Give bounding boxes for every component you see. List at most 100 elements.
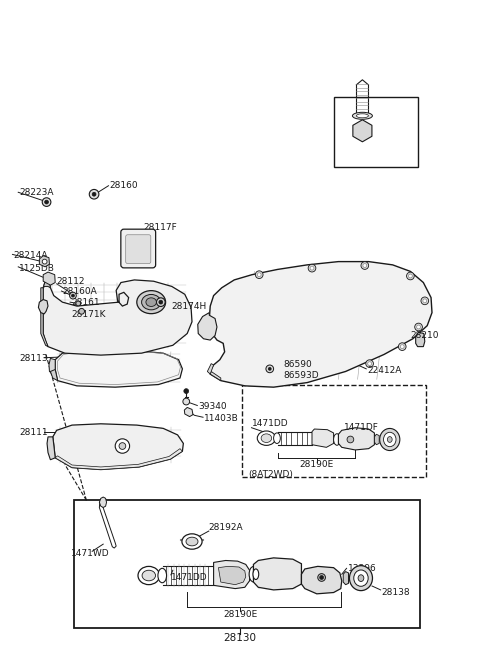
Circle shape: [257, 273, 261, 277]
Circle shape: [79, 309, 84, 314]
Circle shape: [268, 368, 271, 370]
Polygon shape: [99, 497, 107, 508]
Polygon shape: [99, 502, 116, 548]
Circle shape: [318, 574, 325, 581]
Circle shape: [423, 299, 427, 303]
Ellipse shape: [384, 432, 396, 447]
Ellipse shape: [349, 566, 372, 591]
Polygon shape: [301, 566, 342, 594]
Circle shape: [407, 272, 414, 280]
Circle shape: [408, 274, 412, 278]
Ellipse shape: [138, 566, 159, 585]
Text: 28210: 28210: [410, 331, 439, 340]
Text: 1125DB: 1125DB: [19, 264, 55, 273]
Circle shape: [119, 443, 126, 449]
Polygon shape: [214, 560, 250, 589]
Ellipse shape: [142, 570, 156, 581]
Text: 28113: 28113: [19, 354, 48, 363]
Circle shape: [421, 297, 429, 305]
Text: 28111: 28111: [19, 428, 48, 438]
Ellipse shape: [137, 290, 166, 314]
Circle shape: [184, 388, 189, 394]
Ellipse shape: [146, 298, 156, 307]
Ellipse shape: [380, 428, 400, 451]
Text: 28160: 28160: [109, 181, 138, 190]
Circle shape: [398, 343, 406, 351]
Polygon shape: [338, 428, 374, 450]
Polygon shape: [39, 256, 49, 267]
Text: 86590: 86590: [283, 360, 312, 370]
Ellipse shape: [354, 570, 368, 586]
Polygon shape: [210, 371, 221, 381]
Polygon shape: [209, 262, 432, 387]
Bar: [242, 385, 426, 477]
Circle shape: [70, 292, 76, 299]
Polygon shape: [55, 350, 182, 387]
Polygon shape: [198, 313, 217, 340]
Ellipse shape: [182, 534, 202, 549]
Circle shape: [255, 271, 263, 279]
Ellipse shape: [334, 434, 340, 445]
Text: 1471DF: 1471DF: [344, 423, 379, 432]
Circle shape: [42, 198, 51, 207]
Polygon shape: [53, 424, 183, 470]
Polygon shape: [38, 300, 48, 314]
Circle shape: [310, 266, 314, 270]
Polygon shape: [253, 558, 301, 590]
Circle shape: [368, 362, 372, 366]
Polygon shape: [353, 120, 372, 142]
Circle shape: [92, 192, 96, 196]
Ellipse shape: [257, 431, 276, 445]
Circle shape: [156, 298, 165, 307]
Text: 1140FZ: 1140FZ: [344, 152, 381, 162]
Circle shape: [266, 365, 274, 373]
Ellipse shape: [253, 569, 259, 579]
Circle shape: [42, 259, 47, 264]
Text: 22412A: 22412A: [367, 366, 402, 375]
Circle shape: [366, 360, 373, 368]
Circle shape: [89, 190, 99, 199]
Polygon shape: [47, 437, 55, 460]
Polygon shape: [218, 566, 246, 585]
Text: 28223A: 28223A: [19, 188, 54, 198]
Circle shape: [320, 576, 324, 579]
Text: 28171K: 28171K: [71, 310, 106, 319]
Ellipse shape: [158, 568, 167, 583]
Text: 28190E: 28190E: [223, 610, 257, 619]
Ellipse shape: [352, 112, 372, 119]
Circle shape: [308, 264, 316, 272]
Circle shape: [115, 439, 130, 453]
Polygon shape: [416, 332, 425, 347]
Text: (8AT2WD): (8AT2WD): [249, 470, 293, 479]
Ellipse shape: [356, 114, 369, 118]
Text: 28190E: 28190E: [300, 460, 334, 469]
Polygon shape: [312, 429, 334, 447]
Ellipse shape: [261, 434, 272, 443]
Text: 11403B: 11403B: [204, 414, 239, 423]
Ellipse shape: [358, 575, 364, 581]
Circle shape: [363, 264, 367, 267]
Circle shape: [76, 301, 81, 306]
Bar: [74, 500, 420, 628]
Text: 28112: 28112: [57, 277, 85, 286]
Circle shape: [400, 345, 404, 349]
Polygon shape: [49, 358, 55, 374]
Text: 1471DD: 1471DD: [171, 573, 207, 582]
Text: 28161: 28161: [71, 298, 100, 307]
Circle shape: [159, 300, 163, 304]
Text: 28160A: 28160A: [62, 287, 97, 296]
Text: 1471DD: 1471DD: [252, 419, 288, 428]
Polygon shape: [41, 288, 48, 347]
Text: 86593D: 86593D: [283, 371, 319, 380]
Ellipse shape: [387, 437, 392, 442]
Circle shape: [415, 323, 422, 331]
Polygon shape: [50, 370, 58, 381]
Ellipse shape: [186, 537, 198, 546]
Polygon shape: [374, 434, 379, 445]
Text: 13396: 13396: [348, 564, 376, 573]
Ellipse shape: [274, 433, 280, 443]
Polygon shape: [43, 280, 192, 355]
Text: 1471WD: 1471WD: [71, 549, 109, 559]
Circle shape: [45, 200, 48, 204]
FancyBboxPatch shape: [126, 235, 151, 264]
